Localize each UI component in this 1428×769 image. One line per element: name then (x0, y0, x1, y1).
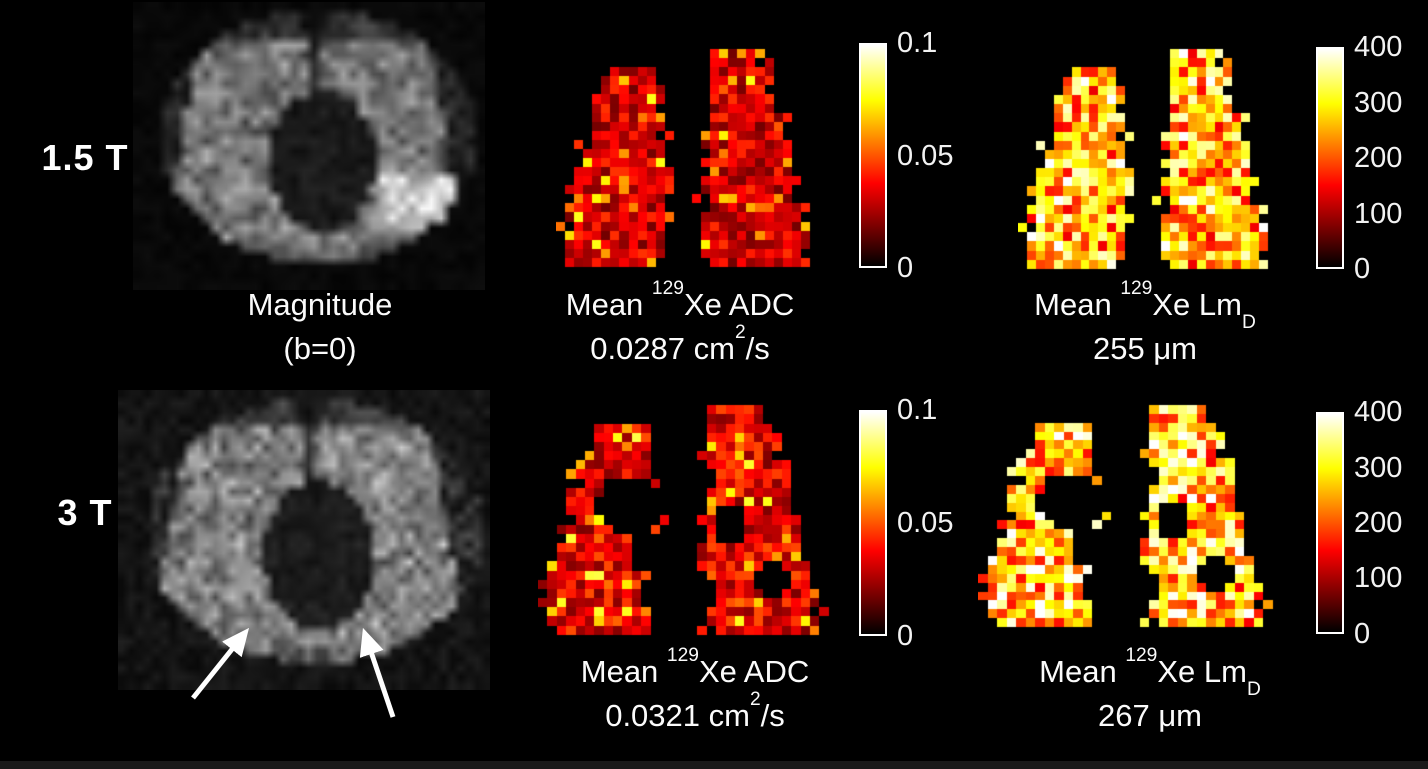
lmd-colorbar-tick-100: 100 (1354, 198, 1403, 230)
adc-colorbar-tick-min: 0 (897, 252, 914, 284)
lmd-colorbar-tick-100: 100 (1354, 562, 1403, 594)
lmd-map-1p5t (1018, 40, 1286, 278)
lmd-map-title: Mean 129Xe LmD (1039, 644, 1261, 700)
lmd-colorbar-tick-0: 0 (1354, 618, 1371, 650)
lmd-colorbar-tick-200: 200 (1354, 142, 1403, 174)
lmd-mean-value: 267 μm (1097, 698, 1203, 733)
field-strength-label-1p5t: 1.5 T (41, 137, 129, 178)
lmd-colorbar-1p5t (1316, 47, 1344, 269)
field-strength-label-3t: 3 T (57, 492, 113, 533)
lmd-caption-1p5t: Mean 129Xe LmD 255 μm (980, 277, 1310, 371)
annotation-arrow-left (191, 627, 250, 700)
adc-colorbar-1p5t (859, 43, 887, 268)
adc-map-3t (538, 396, 838, 644)
magnitude-image-1p5t (133, 2, 485, 290)
adc-map-1p5t (556, 40, 828, 276)
lmd-map-3t (978, 396, 1282, 636)
lmd-colorbar-tick-0: 0 (1354, 253, 1371, 285)
adc-colorbar-3t (859, 410, 887, 636)
adc-mean-value: 0.0321 cm2/s (605, 688, 785, 733)
adc-caption-3t: Mean 129Xe ADC 0.0321 cm2/s (530, 644, 860, 738)
lmd-colorbar-tick-300: 300 (1354, 87, 1403, 119)
lmd-caption-3t: Mean 129Xe LmD 267 μm (985, 644, 1315, 738)
magnitude-image-3t (118, 390, 490, 690)
annotation-arrow-right (359, 627, 396, 718)
adc-colorbar-tick-max: 0.1 (897, 394, 938, 426)
annotation-arrows (191, 627, 396, 718)
adc-colorbar-tick-min: 0 (897, 620, 914, 652)
magnitude-caption: Magnitude (b=0) (155, 283, 485, 371)
lmd-colorbar-tick-400: 400 (1354, 31, 1403, 63)
magnitude-caption-line1: Magnitude (247, 287, 393, 322)
adc-colorbar-tick-mid: 0.05 (897, 140, 954, 172)
adc-colorbar-tick-mid: 0.05 (897, 507, 954, 539)
bottom-edge-bar (0, 761, 1428, 769)
adc-mean-value: 0.0287 cm2/s (590, 321, 770, 366)
adc-colorbar-tick-max: 0.1 (897, 27, 938, 59)
lmd-colorbar-tick-400: 400 (1354, 396, 1403, 428)
lmd-colorbar-3t (1316, 412, 1344, 634)
lmd-map-title: Mean 129Xe LmD (1034, 277, 1256, 333)
adc-map-title: Mean 129Xe ADC (565, 277, 795, 322)
magnitude-caption-line2: (b=0) (283, 331, 357, 366)
lmd-colorbar-tick-200: 200 (1354, 507, 1403, 539)
adc-map-title: Mean 129Xe ADC (580, 644, 810, 689)
lmd-colorbar-tick-300: 300 (1354, 452, 1403, 484)
adc-caption-1p5t: Mean 129Xe ADC 0.0287 cm2/s (515, 277, 845, 371)
lmd-mean-value: 255 μm (1092, 331, 1198, 366)
